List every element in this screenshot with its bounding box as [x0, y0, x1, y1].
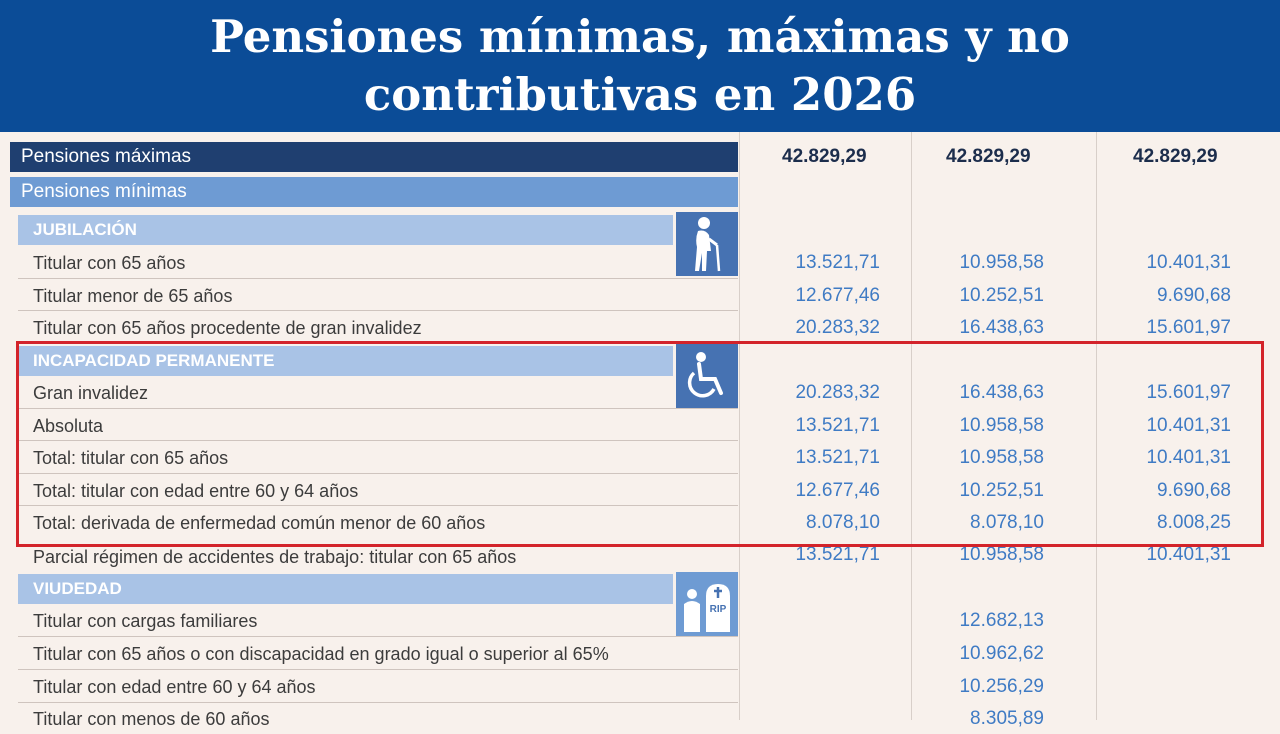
- row-value: 15.601,97: [1146, 382, 1231, 403]
- row-value: 20.283,32: [795, 382, 880, 403]
- row-label: Titular con 65 años procedente de gran i…: [33, 318, 422, 338]
- row-value: 10.252,51: [959, 480, 1044, 501]
- section-incapacidad: INCAPACIDAD PERMANENTE: [18, 346, 673, 376]
- row-divider: [18, 702, 738, 703]
- page-title: Pensiones mínimas, máximas y no contribu…: [210, 10, 1070, 121]
- row-label: Titular con edad entre 60 y 64 años: [33, 677, 316, 697]
- row-value: 9.690,68: [1157, 285, 1231, 306]
- row-value: 16.438,63: [959, 317, 1044, 338]
- row-label: Absoluta: [33, 416, 104, 436]
- row-divider: [18, 669, 738, 670]
- section-viudedad: VIUDEDAD: [18, 574, 673, 604]
- row-value: 10.962,62: [959, 643, 1044, 664]
- max-value: 42.829,29: [1133, 146, 1218, 167]
- row-value: 8.078,10: [970, 512, 1044, 533]
- row-value: 10.958,58: [959, 415, 1044, 436]
- row-divider: [18, 440, 738, 441]
- row-value: 20.283,32: [795, 317, 880, 338]
- row-value: 15.601,97: [1146, 317, 1231, 338]
- column-divider: [739, 132, 740, 720]
- row-value: 10.958,58: [959, 252, 1044, 273]
- row-value: 12.677,46: [795, 480, 880, 501]
- row-label: Titular menor de 65 años: [33, 286, 233, 306]
- max-value: 42.829,29: [946, 146, 1031, 167]
- section-jubilacion: JUBILACIÓN: [18, 215, 673, 245]
- row-divider: [18, 278, 738, 279]
- column-divider: [1096, 132, 1097, 720]
- row-value: 10.401,31: [1146, 252, 1231, 273]
- row-value: 8.078,10: [806, 512, 880, 533]
- row-label: Total: titular con 65 años: [33, 448, 229, 468]
- row-value: 10.401,31: [1146, 544, 1231, 565]
- row-value: 13.521,71: [795, 415, 880, 436]
- row-value: 10.401,31: [1146, 447, 1231, 468]
- max-value: 42.829,29: [782, 146, 867, 167]
- row-divider: [18, 505, 738, 506]
- row-value: 10.252,51: [959, 285, 1044, 306]
- row-divider: [18, 473, 738, 474]
- elderly-person-icon: [676, 212, 738, 276]
- rip-text: RIP: [710, 604, 727, 615]
- row-value: 12.682,13: [959, 610, 1044, 631]
- row-value: 10.958,58: [959, 544, 1044, 565]
- widow-rip-icon: RIP: [676, 572, 738, 636]
- wheelchair-icon: [676, 344, 738, 408]
- row-label: Titular con menos de 60 años: [33, 709, 270, 729]
- row-label: Titular con cargas familiares: [33, 611, 258, 631]
- row-value: 8.305,89: [970, 708, 1044, 729]
- row-value: 16.438,63: [959, 382, 1044, 403]
- row-value: 13.521,71: [795, 447, 880, 468]
- row-label: Titular con 65 años: [33, 253, 186, 273]
- row-value: 9.690,68: [1157, 480, 1231, 501]
- row-divider: [18, 636, 738, 637]
- row-label: Total: titular con edad entre 60 y 64 añ…: [33, 481, 359, 501]
- title-banner: Pensiones mínimas, máximas y no contribu…: [0, 0, 1280, 132]
- row-label: Parcial régimen de accidentes de trabajo…: [33, 547, 517, 567]
- row-value: 13.521,71: [795, 544, 880, 565]
- row-label: Titular con 65 años o con discapacidad e…: [33, 644, 609, 664]
- max-pensions-header: Pensiones máximas: [10, 142, 738, 172]
- column-divider: [911, 132, 912, 720]
- pension-table: Pensiones máximas 42.829,29 42.829,29 42…: [0, 132, 1280, 729]
- row-value: 13.521,71: [795, 252, 880, 273]
- row-divider: [18, 310, 738, 311]
- row-value: 12.677,46: [795, 285, 880, 306]
- row-divider: [18, 408, 738, 409]
- highlight-box: [16, 341, 1264, 547]
- row-value: 8.008,25: [1157, 512, 1231, 533]
- min-pensions-header: Pensiones mínimas: [10, 177, 738, 207]
- row-label: Total: derivada de enfermedad común meno…: [33, 513, 486, 533]
- row-label: Gran invalidez: [33, 383, 149, 403]
- row-value: 10.401,31: [1146, 415, 1231, 436]
- row-value: 10.958,58: [959, 447, 1044, 468]
- row-value: 10.256,29: [959, 676, 1044, 697]
